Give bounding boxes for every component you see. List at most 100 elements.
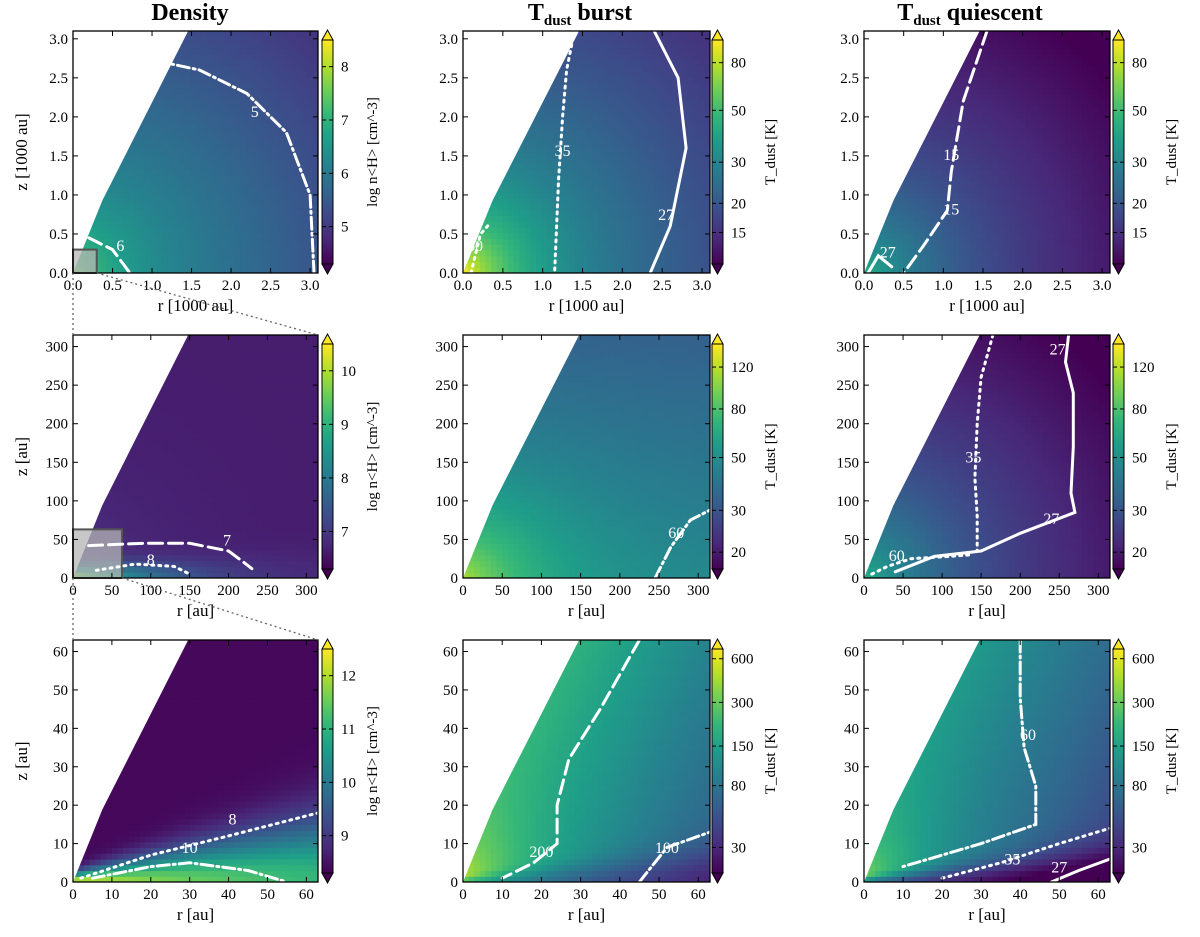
heatmap-cell (245, 117, 252, 124)
contours: 56 (87, 59, 316, 273)
heatmap-cell (547, 186, 554, 193)
heatmap-cell (620, 198, 627, 205)
heatmap-cell (897, 249, 904, 257)
heatmap-cell (513, 209, 520, 216)
heatmap-cell (279, 54, 286, 61)
heatmap-cell (608, 244, 616, 251)
heatmap-cell (111, 261, 119, 268)
heatmap-cell (485, 261, 492, 268)
heatmap-cell (998, 203, 1005, 211)
heatmap-cell (262, 54, 269, 61)
heatmap-cell (925, 267, 932, 273)
heatmap-cell (998, 140, 1005, 147)
heatmap-cell (256, 146, 263, 153)
heatmap-cell (687, 128, 694, 136)
heatmap-cell (564, 111, 571, 119)
heatmap-cell (295, 140, 302, 147)
heatmap-cell (603, 134, 610, 142)
heatmap-cell (592, 180, 599, 188)
heatmap-cell (167, 71, 174, 78)
heatmap-cell (535, 140, 543, 147)
heatmap-cell (139, 152, 146, 159)
heatmap-cell (914, 261, 921, 268)
heatmap-cell (206, 48, 213, 55)
heatmap-cell (251, 71, 258, 78)
heatmap-cell (648, 152, 655, 159)
heatmap-cell (936, 238, 943, 245)
heatmap-cell (569, 198, 576, 205)
heatmap-cell (659, 59, 666, 67)
heatmap-cell (228, 267, 236, 273)
heatmap-cell (947, 221, 955, 228)
heatmap-cell (1003, 36, 1010, 44)
heatmap-cell (665, 180, 672, 188)
y-tick-label: 0.0 (439, 266, 458, 282)
heatmap-cell (659, 255, 666, 263)
heatmap-cell (998, 123, 1005, 130)
heatmap-cell (947, 186, 955, 193)
heatmap-cell (586, 94, 593, 101)
heatmap-cell (295, 169, 302, 176)
heatmap-cell (150, 134, 158, 142)
heatmap-cell (592, 82, 599, 90)
heatmap-cell (908, 255, 915, 263)
heatmap-cell (541, 238, 548, 245)
heatmap-cell (290, 94, 297, 101)
heatmap-cell (936, 203, 943, 211)
heatmap-cell (535, 267, 543, 273)
heatmap-cell (273, 77, 280, 84)
heatmap-cell (569, 54, 576, 61)
heatmap-cell (698, 123, 705, 130)
heatmap-cell (981, 59, 988, 67)
heatmap-cell (597, 146, 604, 153)
heatmap-cell (981, 111, 988, 119)
heatmap-cell (284, 267, 291, 273)
heatmap-cell (959, 249, 966, 257)
heatmap-cell (290, 48, 297, 55)
heatmap-cell (295, 152, 302, 159)
heatmap-cell (586, 192, 593, 199)
heatmap-cell (524, 180, 531, 188)
heatmap-cell (614, 244, 621, 251)
heatmap-cell (665, 175, 672, 182)
heatmap-cell (653, 117, 661, 124)
heatmap-cell (513, 203, 520, 211)
heatmap-cell (189, 54, 197, 61)
heatmap-cell (648, 163, 655, 170)
heatmap-cell (167, 192, 174, 199)
heatmap-cell (117, 221, 124, 228)
heatmap-cell (507, 255, 515, 263)
heatmap-cell (312, 203, 318, 211)
heatmap-cell (530, 180, 537, 188)
heatmap-cell (156, 100, 163, 107)
heatmap-cell (569, 203, 576, 211)
heatmap-cell (653, 146, 661, 153)
heatmap-cell (653, 140, 661, 147)
heatmap-cell (704, 105, 710, 113)
heatmap-cell (150, 157, 158, 165)
heatmap-cell (162, 209, 169, 216)
heatmap-cell (240, 140, 247, 147)
heatmap-cell (284, 140, 291, 147)
heatmap-cell (908, 221, 915, 228)
heatmap-cell (201, 261, 208, 268)
heatmap-cell (223, 169, 230, 176)
heatmap-cell (223, 157, 230, 165)
heatmap-cell (925, 157, 932, 165)
heatmap-cell (659, 175, 666, 182)
heatmap-cell (256, 100, 263, 107)
heatmap-cell (687, 209, 694, 216)
heatmap-cell (642, 255, 649, 263)
heatmap-cell (279, 42, 286, 49)
heatmap-cell (195, 54, 202, 61)
heatmap-cell (485, 232, 492, 240)
heatmap-cell (552, 186, 560, 193)
heatmap-cell (614, 261, 621, 268)
heatmap-cell (631, 71, 638, 78)
heatmap-cell (1009, 203, 1016, 211)
heatmap-cell (637, 36, 644, 44)
heatmap-cell (693, 48, 700, 55)
heatmap-cell (295, 226, 302, 234)
heatmap-cell (212, 157, 219, 165)
heatmap-cell (693, 244, 700, 251)
